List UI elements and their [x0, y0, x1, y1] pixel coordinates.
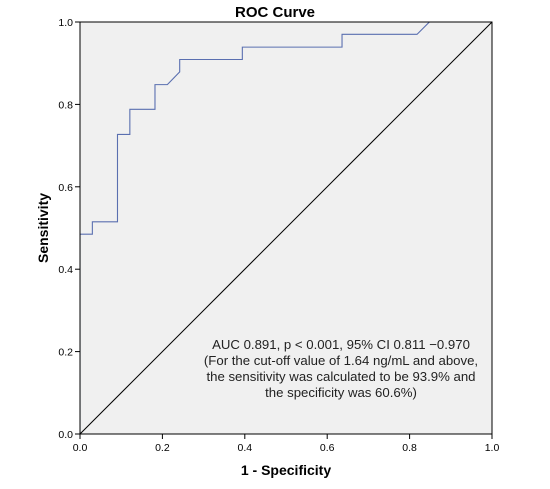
y-axis-label: Sensitivity — [35, 192, 51, 264]
y-tick-label: 0.4 — [58, 264, 73, 276]
plot-frame — [79, 21, 493, 435]
x-axis-label: 1 - Specificity — [240, 462, 332, 478]
x-tick-label: 0.2 — [155, 442, 170, 454]
chart-title: ROC Curve — [234, 4, 316, 21]
y-tick-label: 0.0 — [58, 429, 73, 441]
y-tick-label: 0.6 — [58, 182, 73, 194]
x-tick-label: 0.6 — [320, 442, 335, 454]
y-tick-label: 0.2 — [58, 347, 73, 359]
x-tick-label: 0.8 — [402, 442, 417, 454]
x-tick-label: 0.0 — [73, 442, 88, 454]
reference-diagonal-line — [80, 22, 492, 434]
roc-curve-line — [80, 22, 492, 434]
y-tick-label: 0.8 — [58, 99, 73, 111]
x-tick-label: 1.0 — [485, 442, 500, 454]
auc-annotation: AUC 0.891, p < 0.001, 95% CI 0.811 −0.97… — [203, 337, 479, 400]
y-tick-label: 1.0 — [58, 17, 73, 29]
x-tick-label: 0.4 — [237, 442, 252, 454]
